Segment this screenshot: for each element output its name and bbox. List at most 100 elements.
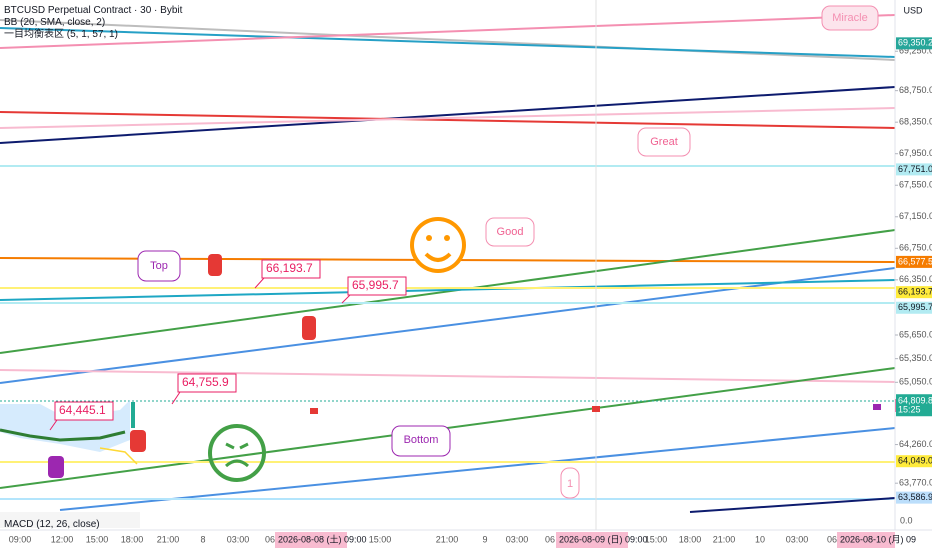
frown-face — [224, 442, 250, 468]
trendline — [59, 427, 896, 511]
note-text: Good — [497, 226, 524, 238]
callout-box — [177, 373, 237, 393]
time-tick-label: 21:00 — [713, 534, 736, 544]
note-bubble — [637, 127, 691, 157]
callout-pointer — [171, 391, 181, 405]
time-tick-label: 18:00 — [121, 534, 144, 544]
time-highlight — [275, 532, 347, 548]
note-bubble — [560, 467, 580, 499]
note-bubble — [821, 5, 879, 31]
hand-icon — [48, 456, 64, 478]
price-tick-label: 68,350.0 — [899, 117, 932, 127]
smile-face — [426, 235, 432, 241]
callout-box — [261, 259, 321, 279]
price-tick-label: 65,350.0 — [899, 353, 932, 363]
time-highlight — [837, 532, 895, 548]
note-text: Miracle — [832, 12, 867, 24]
price-tick-label: 63,770.0 — [899, 478, 932, 488]
last-price-label: 64,809.8 — [898, 396, 932, 406]
trendline — [0, 229, 896, 354]
trendline — [0, 107, 896, 129]
callout-pointer — [254, 277, 265, 289]
note-text: Bottom — [404, 434, 439, 446]
currency-label: USD — [903, 5, 923, 15]
time-tick-label: 18:00 — [679, 534, 702, 544]
time-tick-label: 9 — [482, 534, 487, 544]
trendline — [0, 19, 896, 61]
time-tick-label: 06 — [265, 534, 275, 544]
callout-pointer — [49, 419, 58, 431]
trendline — [0, 27, 896, 58]
hand-icon — [208, 254, 222, 276]
time-tick-label: 03:00 — [506, 534, 529, 544]
time-highlight-label: 2026-08-08 (土) 09:00 — [278, 533, 367, 544]
callout-text: 64,445.1 — [59, 403, 106, 417]
price-marker-label: 64,049.0 — [898, 456, 932, 466]
time-highlight-label: 2026-08-10 (月) 09 — [840, 534, 916, 544]
price-marker — [896, 301, 932, 314]
time-tick-label: 21:00 — [157, 534, 180, 544]
ichimoku-line — [99, 447, 138, 465]
callout-text: 65,995.7 — [352, 278, 399, 292]
macd-pane — [0, 512, 140, 528]
price-marker — [896, 255, 932, 268]
callouts: 66,193.7 65,995.7 64,755.9 64,445.1 — [49, 259, 407, 431]
trendline — [689, 497, 896, 513]
time-tick-label: 03:00 — [227, 534, 250, 544]
price-marker-label: 67,751.0 — [898, 164, 932, 174]
price-tick-label: 67,550.0 — [899, 180, 932, 190]
price-marker-label: 69,350.2 — [898, 38, 932, 48]
price-marker — [896, 491, 932, 504]
price-tick-label: 66,350.0 — [899, 274, 932, 284]
price-tick-label: 66,750.0 — [899, 243, 932, 253]
callout-pointer — [341, 294, 351, 304]
price-tick-label: 65,050.0 — [899, 377, 932, 387]
price-marker-label: 65,995.7 — [898, 302, 932, 312]
smile-face — [424, 252, 452, 262]
price-marker — [896, 286, 932, 299]
macd-zero-label: 0.0 — [900, 515, 913, 525]
time-tick-label: 15:00 — [86, 534, 109, 544]
price-marker — [896, 455, 932, 468]
last-price-marker — [896, 394, 932, 417]
time-highlight — [556, 532, 628, 548]
time-axis — [0, 530, 932, 550]
indicator-label: MACD (12, 26, close) — [4, 519, 100, 530]
indicator-label: BB (20, SMA, close, 2) — [4, 17, 105, 28]
indicator-label: 一目均衡表区 (5, 1, 57, 1) — [4, 27, 118, 40]
time-tick-label: 10 — [755, 534, 765, 544]
smile-face — [444, 235, 450, 241]
price-tick-label: 69,250.0 — [899, 46, 932, 56]
flag — [873, 404, 881, 410]
candle — [131, 402, 135, 428]
time-tick-label: 09:00 — [9, 534, 32, 544]
price-marker-label: 63,586.9 — [898, 492, 932, 502]
price-marker — [896, 37, 932, 50]
price-marker — [896, 163, 932, 176]
price-tick-label: 67,950.0 — [899, 148, 932, 158]
price-tick-label: 64,260.0 — [899, 439, 932, 449]
price-tick-label: 65,650.0 — [899, 329, 932, 339]
note-text: Top — [150, 260, 168, 272]
callout-box — [347, 276, 407, 296]
countdown-label: 15:25 — [898, 405, 921, 415]
notes: Miracle Great Good Top Bottom 1 — [137, 5, 879, 499]
price-tick-label: 68,750.0 — [899, 85, 932, 95]
hand-icon — [130, 430, 146, 452]
trendline — [0, 14, 896, 49]
time-tick-label: 06 — [827, 534, 837, 544]
frown-face — [208, 424, 266, 482]
time-tick-label: 12:00 — [51, 534, 74, 544]
note-bubble — [391, 425, 451, 457]
note-text: 1 — [567, 478, 573, 490]
trendline — [0, 279, 896, 301]
callout-text: 66,193.7 — [266, 261, 313, 275]
symbol-title: BTCUSD Perpetual Contract · 30 · Bybit — [4, 5, 183, 16]
note-bubble — [137, 250, 181, 282]
smile-face — [414, 221, 462, 269]
trendline — [0, 111, 896, 129]
ichimoku-line — [0, 428, 126, 442]
hand-icon — [302, 316, 316, 340]
flag — [310, 408, 318, 414]
